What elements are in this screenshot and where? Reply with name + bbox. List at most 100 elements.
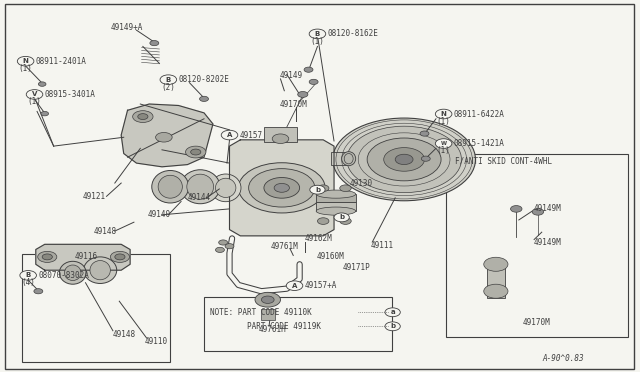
Circle shape	[395, 154, 413, 164]
Circle shape	[255, 292, 280, 307]
Text: b: b	[390, 323, 396, 329]
Text: 49148: 49148	[94, 227, 117, 235]
Bar	[264, 127, 297, 142]
Circle shape	[221, 130, 238, 140]
Circle shape	[484, 257, 508, 271]
Text: 49140: 49140	[148, 210, 171, 219]
Text: 08915-1421A: 08915-1421A	[454, 139, 505, 148]
Circle shape	[420, 131, 429, 136]
Text: a: a	[390, 309, 395, 315]
Circle shape	[309, 79, 318, 84]
Circle shape	[286, 281, 303, 291]
Circle shape	[304, 67, 313, 72]
Text: 49761H: 49761H	[259, 326, 287, 334]
Circle shape	[385, 308, 400, 317]
Circle shape	[110, 251, 129, 262]
Bar	[446, 154, 628, 337]
Text: 49148: 49148	[113, 330, 136, 339]
Circle shape	[435, 109, 452, 119]
Text: 49149: 49149	[279, 71, 302, 80]
Text: A-90^0.83: A-90^0.83	[543, 354, 584, 363]
Circle shape	[38, 82, 46, 86]
Ellipse shape	[152, 170, 189, 203]
Ellipse shape	[316, 207, 356, 215]
Circle shape	[38, 251, 57, 262]
Ellipse shape	[90, 260, 110, 280]
Bar	[332, 152, 388, 165]
Circle shape	[421, 156, 430, 161]
Ellipse shape	[342, 152, 356, 166]
Text: 49111: 49111	[371, 241, 394, 250]
Text: B: B	[315, 31, 320, 37]
Circle shape	[239, 163, 325, 213]
Circle shape	[317, 185, 329, 192]
Circle shape	[219, 240, 228, 245]
Text: 49170M: 49170M	[279, 100, 307, 109]
Circle shape	[115, 254, 125, 260]
Text: 49149M: 49149M	[534, 204, 562, 214]
Bar	[204, 297, 392, 352]
Ellipse shape	[187, 174, 214, 199]
Circle shape	[334, 213, 349, 222]
Circle shape	[225, 244, 234, 249]
Circle shape	[261, 296, 274, 304]
Ellipse shape	[158, 175, 182, 198]
Bar	[22, 254, 170, 362]
Text: 49149+A: 49149+A	[111, 23, 143, 32]
Text: 08120-8162E: 08120-8162E	[328, 29, 378, 38]
Text: 49761M: 49761M	[270, 243, 298, 251]
Circle shape	[17, 57, 34, 66]
Text: 49160M: 49160M	[316, 252, 344, 262]
Circle shape	[150, 41, 159, 46]
Bar	[316, 194, 356, 202]
Text: b: b	[315, 187, 320, 193]
Text: 49144: 49144	[188, 193, 211, 202]
Circle shape	[138, 113, 148, 119]
Circle shape	[191, 149, 201, 155]
Text: 49162M: 49162M	[305, 234, 332, 243]
Ellipse shape	[65, 265, 81, 280]
Text: V: V	[32, 92, 37, 97]
Circle shape	[41, 112, 49, 116]
Circle shape	[216, 247, 225, 253]
Circle shape	[274, 183, 289, 192]
Ellipse shape	[216, 178, 236, 198]
Polygon shape	[121, 104, 213, 167]
Text: 49116: 49116	[75, 252, 98, 262]
Text: (1): (1)	[436, 117, 451, 126]
Text: (1): (1)	[19, 64, 33, 73]
Circle shape	[511, 206, 522, 212]
Text: (1): (1)	[28, 97, 42, 106]
Text: 49157: 49157	[240, 131, 263, 140]
Circle shape	[532, 209, 543, 215]
Circle shape	[186, 146, 206, 158]
Text: A: A	[292, 283, 297, 289]
Circle shape	[200, 96, 209, 102]
Circle shape	[385, 322, 400, 331]
Circle shape	[160, 75, 177, 84]
Circle shape	[309, 29, 326, 39]
Text: 49170M: 49170M	[523, 318, 550, 327]
Text: 08915-3401A: 08915-3401A	[45, 90, 95, 99]
Text: 49110: 49110	[145, 337, 168, 346]
Circle shape	[317, 218, 329, 224]
Circle shape	[20, 270, 36, 280]
Circle shape	[156, 132, 172, 142]
Bar	[316, 202, 356, 211]
Ellipse shape	[60, 261, 86, 284]
Circle shape	[347, 126, 461, 193]
Circle shape	[435, 139, 452, 148]
Circle shape	[298, 92, 308, 97]
Polygon shape	[36, 244, 130, 270]
Text: A: A	[227, 132, 232, 138]
Text: 49149M: 49149M	[534, 238, 562, 247]
Text: (1): (1)	[436, 147, 451, 155]
Circle shape	[384, 148, 424, 171]
Polygon shape	[230, 140, 334, 236]
Text: (1): (1)	[310, 37, 324, 46]
Text: B: B	[166, 77, 171, 83]
Bar	[261, 310, 275, 320]
Text: B: B	[26, 272, 31, 278]
Circle shape	[367, 138, 441, 181]
Circle shape	[310, 185, 325, 194]
